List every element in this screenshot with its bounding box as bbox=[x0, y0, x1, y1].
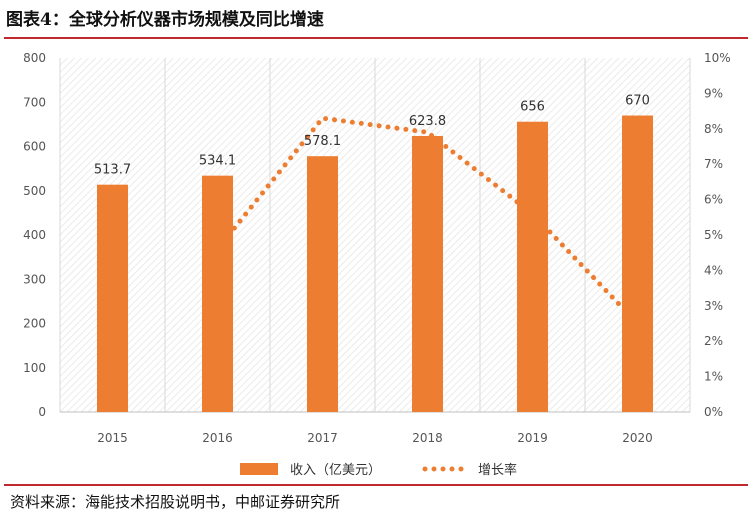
x-tick-label: 2015 bbox=[97, 431, 128, 445]
x-tick-label: 2017 bbox=[307, 431, 338, 445]
y-right-tick-label: 9% bbox=[704, 86, 723, 100]
legend-swatch-bar bbox=[240, 463, 278, 475]
y-right-tick-label: 7% bbox=[704, 157, 723, 171]
bar bbox=[97, 184, 128, 412]
bar bbox=[517, 121, 548, 412]
y-right-tick-label: 1% bbox=[704, 370, 723, 384]
y-left-tick-label: 0 bbox=[38, 405, 46, 419]
data-label: 670 bbox=[625, 94, 650, 109]
data-label: 534.1 bbox=[199, 154, 236, 169]
bar bbox=[622, 115, 653, 413]
y-left-tick-label: 800 bbox=[23, 51, 46, 65]
legend-label-revenue: 收入（亿美元） bbox=[290, 463, 381, 478]
bar bbox=[412, 135, 443, 412]
x-tick-label: 2016 bbox=[202, 431, 233, 445]
y-left-tick-label: 100 bbox=[23, 361, 46, 375]
y-left-tick-label: 200 bbox=[23, 317, 46, 331]
y-right-tick-label: 4% bbox=[704, 263, 723, 277]
bar bbox=[307, 156, 338, 412]
data-label: 578.1 bbox=[304, 134, 341, 149]
title-rule bbox=[4, 37, 748, 39]
legend-label-growth: 增长率 bbox=[478, 462, 517, 478]
y-right-tick-label: 8% bbox=[704, 122, 723, 136]
data-label: 656 bbox=[520, 100, 545, 115]
figure-title: 图表4：全球分析仪器市场规模及同比增速 bbox=[6, 10, 324, 30]
bar bbox=[202, 175, 233, 412]
y-right-tick-label: 5% bbox=[704, 228, 723, 242]
source-note: 资料来源：海能技术招股说明书，中邮证券研究所 bbox=[10, 493, 341, 511]
y-right-tick-label: 6% bbox=[704, 193, 723, 207]
x-tick-label: 2020 bbox=[622, 431, 653, 445]
y-right-tick-label: 10% bbox=[704, 51, 731, 65]
y-left-tick-label: 300 bbox=[23, 272, 46, 286]
chart: 0 100 200 300 400 500 600 700 800 0% 1% 2% 3% 4% 5% 6% 7… bbox=[23, 51, 731, 478]
data-label: 623.8 bbox=[409, 114, 446, 129]
y-left-tick-label: 500 bbox=[23, 184, 46, 198]
y-left-tick-label: 600 bbox=[23, 140, 46, 154]
y-right-tick-label: 2% bbox=[704, 334, 723, 348]
y-left-tick-label: 700 bbox=[23, 95, 46, 109]
x-tick-label: 2018 bbox=[412, 431, 443, 445]
data-label: 513.7 bbox=[94, 163, 131, 178]
y-right-tick-label: 0% bbox=[704, 405, 723, 419]
y-left-tick-label: 400 bbox=[23, 228, 46, 242]
growth-line bbox=[215, 115, 640, 326]
footer-rule bbox=[4, 484, 748, 486]
x-tick-label: 2019 bbox=[517, 431, 548, 445]
y-right-tick-label: 3% bbox=[704, 299, 723, 313]
